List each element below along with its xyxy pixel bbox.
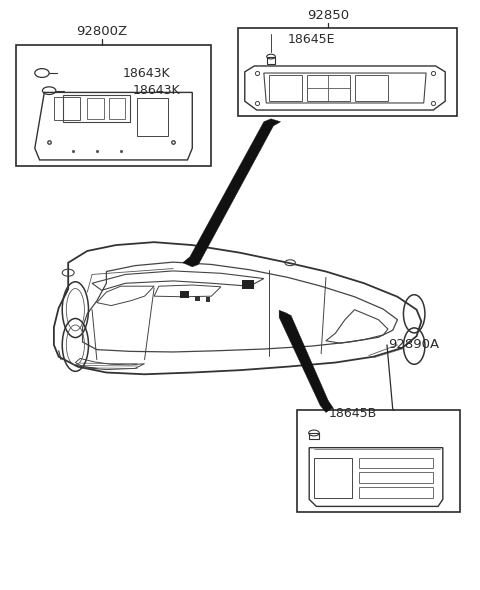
- Bar: [360, 473, 433, 483]
- Bar: [355, 75, 388, 101]
- Bar: [195, 296, 200, 301]
- Bar: [205, 297, 210, 302]
- Text: 18645B: 18645B: [328, 407, 376, 420]
- Text: 18645E: 18645E: [288, 33, 335, 46]
- Bar: [16, 45, 211, 166]
- Bar: [137, 99, 168, 136]
- Polygon shape: [279, 310, 333, 412]
- Text: 92850: 92850: [307, 9, 349, 22]
- Text: 18643K: 18643K: [123, 67, 171, 80]
- Bar: [242, 280, 254, 289]
- Bar: [109, 99, 125, 119]
- Polygon shape: [183, 119, 281, 267]
- Bar: [297, 409, 459, 512]
- Bar: [54, 97, 80, 120]
- Bar: [87, 99, 104, 119]
- Bar: [314, 458, 352, 497]
- Text: 92800Z: 92800Z: [76, 25, 127, 38]
- Bar: [307, 75, 350, 101]
- Bar: [360, 458, 433, 468]
- Bar: [360, 487, 433, 497]
- Bar: [267, 57, 276, 64]
- Bar: [309, 433, 319, 439]
- Bar: [269, 75, 302, 101]
- Bar: [180, 291, 189, 298]
- Text: 92890A: 92890A: [388, 339, 439, 352]
- Bar: [238, 28, 457, 116]
- Text: 18643K: 18643K: [132, 84, 180, 97]
